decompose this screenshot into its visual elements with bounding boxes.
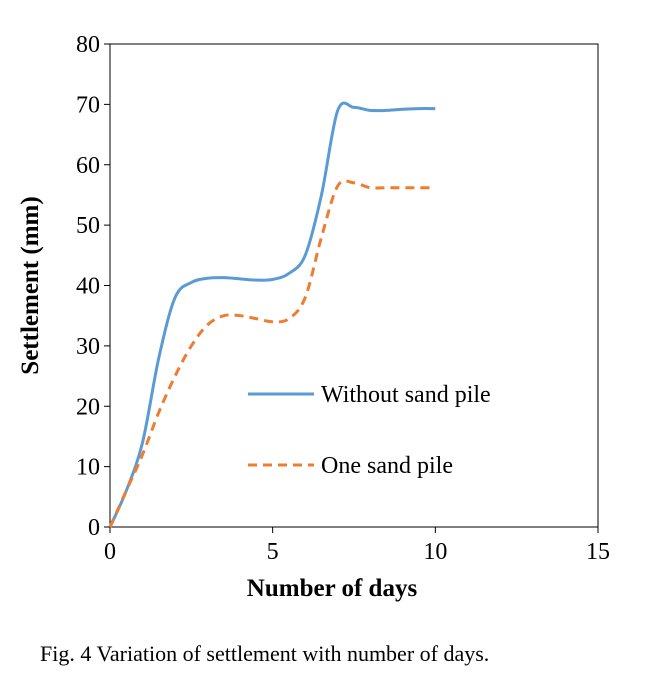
- y-tick-label: 70: [76, 92, 100, 118]
- y-tick-label: 40: [76, 274, 100, 300]
- y-tick-label: 60: [76, 153, 100, 179]
- y-tick-label: 10: [76, 455, 100, 481]
- x-tick-label: 10: [423, 539, 447, 565]
- x-axis-title: Number of days: [247, 575, 418, 602]
- y-tick-label: 80: [76, 32, 100, 58]
- y-tick-label: 0: [88, 515, 100, 541]
- x-tick-label: 5: [267, 539, 279, 565]
- legend-label: Without sand pile: [321, 382, 491, 408]
- y-tick-label: 20: [76, 394, 100, 420]
- legend: Without sand pile One sand pile: [248, 382, 491, 479]
- series-line-one-sand-pile: [108, 179, 436, 528]
- legend-label: One sand pile: [321, 453, 453, 479]
- x-tick-label: 0: [104, 539, 116, 565]
- y-axis-title: Settlement (mm): [17, 196, 44, 374]
- series-line-without-sand-pile: [108, 101, 436, 528]
- series-lines: [108, 101, 436, 528]
- figure-caption: Fig. 4 Variation of settlement with numb…: [40, 641, 489, 666]
- y-tick-label: 50: [76, 213, 100, 239]
- y-tick-label: 30: [76, 334, 100, 360]
- axes: 0 10 20 30 40 50 60 70 80 0 5 10 15: [76, 32, 610, 565]
- x-tick-label: 15: [586, 539, 610, 565]
